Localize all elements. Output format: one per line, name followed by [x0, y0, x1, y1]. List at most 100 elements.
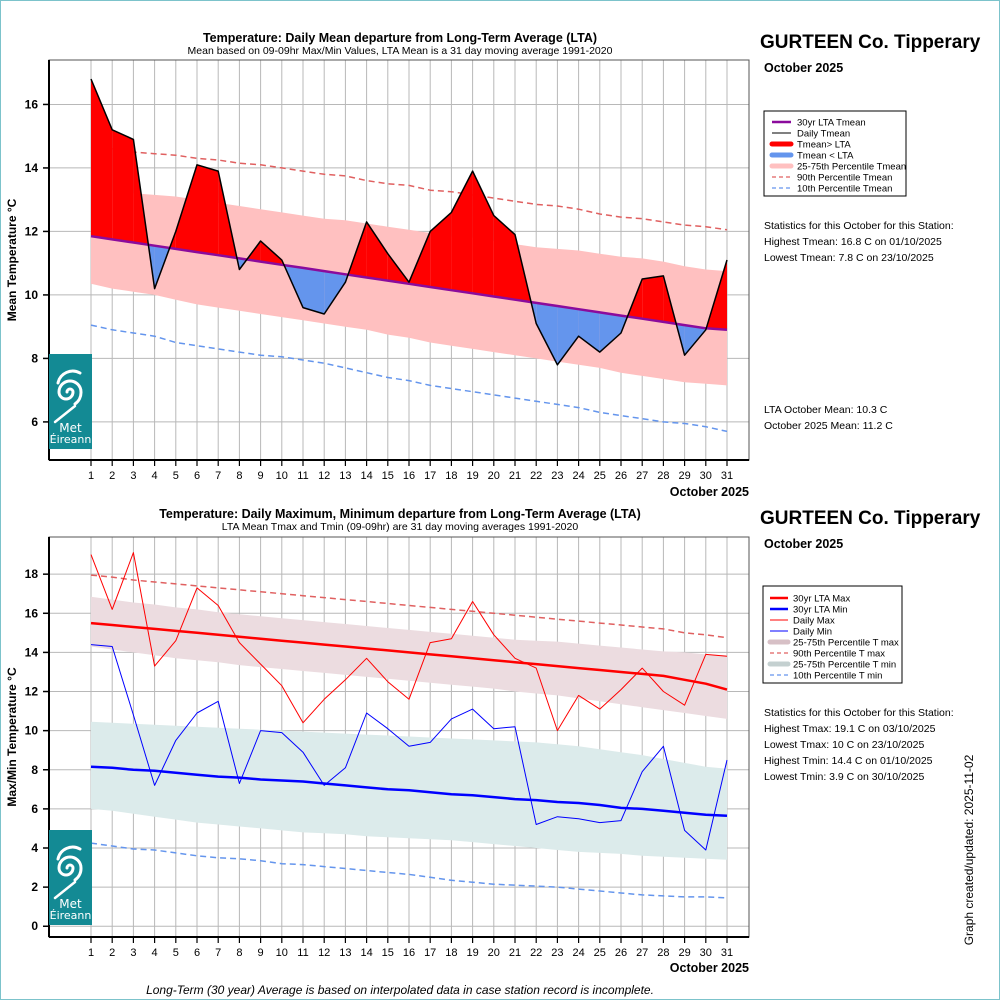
x-tick-label: 31: [721, 947, 733, 959]
x-tick-label: 16: [403, 947, 415, 959]
x-tick-label: 10: [276, 470, 288, 482]
x-tick-label: 3: [130, 470, 136, 482]
x-tick-label: 25: [594, 947, 606, 959]
x-tick-label: 18: [445, 470, 457, 482]
area-below-lta: [303, 267, 325, 314]
area-above-lta: [175, 164, 197, 253]
percentile-band-tmax: [91, 596, 727, 719]
chart2-stat-highest-tmin: Highest Tmin: 14.4 C on 01/10/2025: [764, 755, 933, 767]
legend-label: 10th Percentile Tmean: [797, 184, 892, 195]
chart1-stats-heading: Statistics for this October for this Sta…: [764, 220, 954, 232]
legend-label: Daily Min: [793, 627, 832, 638]
legend-label: 25-75th Percentile T min: [793, 660, 896, 671]
area-above-lta: [472, 171, 494, 297]
chart2-stat-lowest-tmax: Lowest Tmax: 10 C on 23/10/2025: [764, 739, 924, 751]
y-tick-label: 8: [31, 351, 38, 365]
chart2-stat-highest-tmax: Highest Tmax: 19.1 C on 03/10/2025: [764, 723, 936, 735]
legend-label: 30yr LTA Min: [793, 605, 848, 616]
graph-updated-stamp: Graph created/updated: 2025-11-02: [962, 754, 976, 945]
x-tick-label: 22: [530, 470, 542, 482]
area-above-lta: [112, 129, 134, 243]
x-tick-label: 15: [382, 947, 394, 959]
x-tick-label: 6: [194, 470, 200, 482]
lta-mean-line: [90, 234, 728, 332]
legend-label: Daily Max: [793, 616, 835, 627]
area-above-lta: [493, 215, 515, 300]
x-tick-label: 22: [530, 947, 542, 959]
legend-label: 30yr LTA Tmean: [797, 118, 866, 129]
x-tick-label: 9: [258, 947, 264, 959]
chart2-month: October 2025: [764, 537, 843, 551]
chart1-xlabel: October 2025: [670, 485, 749, 499]
x-tick-label: 16: [403, 470, 415, 482]
legend-label: 90th Percentile T max: [793, 649, 885, 660]
y-tick-label: 12: [25, 685, 39, 699]
x-tick-label: 26: [615, 947, 627, 959]
y-tick-label: 14: [25, 645, 39, 659]
area-above-lta: [197, 164, 219, 256]
x-tick-label: 12: [318, 947, 330, 959]
x-tick-label: 19: [466, 470, 478, 482]
x-tick-label: 10: [276, 947, 288, 959]
met-eireann-logo-top: Met Éireann: [49, 354, 92, 449]
logo-text-met: Met: [59, 897, 82, 911]
area-above-lta: [260, 240, 282, 265]
area-above-lta: [366, 221, 388, 281]
x-tick-label: 8: [236, 947, 242, 959]
x-tick-label: 11: [297, 947, 308, 959]
legend-box: [762, 585, 903, 684]
p10-tmin-line: [90, 842, 728, 899]
chart1-stat-lowest: Lowest Tmean: 7.8 C on 23/10/2025: [764, 252, 934, 264]
legend-label: Tmean> LTA: [797, 140, 851, 151]
x-tick-label: 7: [215, 947, 221, 959]
y-tick-label: 2: [31, 880, 38, 894]
x-tick-label: 28: [657, 470, 669, 482]
logo-text-met: Met: [59, 421, 82, 435]
x-tick-label: 20: [488, 470, 500, 482]
chart2-station-name: GURTEEN Co. Tipperary: [760, 508, 981, 529]
x-tick-label: 21: [509, 470, 521, 482]
x-tick-label: 2: [109, 947, 115, 959]
chart2-stat-lowest-tmin: Lowest Tmin: 3.9 C on 30/10/2025: [764, 771, 924, 783]
x-tick-label: 17: [424, 947, 436, 959]
logo-text-eireann: Éireann: [49, 909, 92, 922]
daily-min-line: [90, 644, 728, 851]
x-tick-label: 9: [258, 470, 264, 482]
area-below-lta: [536, 302, 558, 365]
chart2-stats-heading: Statistics for this October for this Sta…: [764, 707, 954, 719]
area-above-lta: [430, 212, 452, 291]
p10-line: [90, 324, 728, 433]
x-tick-label: 8: [236, 470, 242, 482]
x-tick-label: 25: [594, 470, 606, 482]
legend-label: Daily Tmean: [797, 129, 850, 140]
daily-mean-line: [90, 78, 728, 366]
x-tick-label: 14: [360, 470, 372, 482]
x-tick-label: 27: [636, 470, 648, 482]
x-tick-label: 2: [109, 470, 115, 482]
legend-label: 30yr LTA Max: [793, 594, 850, 605]
x-tick-label: 12: [318, 470, 330, 482]
area-below-lta: [557, 306, 579, 365]
x-tick-label: 27: [636, 947, 648, 959]
chart2-title: Temperature: Daily Maximum, Minimum depa…: [159, 507, 641, 521]
y-tick-label: 14: [25, 161, 39, 175]
x-tick-label: 23: [551, 470, 563, 482]
chart1-stat-highest: Highest Tmean: 16.8 C on 01/10/2025: [764, 236, 942, 248]
y-tick-label: 16: [25, 97, 39, 111]
y-tick-label: 6: [31, 802, 38, 816]
x-tick-label: 30: [700, 470, 712, 482]
chart2-xlabel: October 2025: [670, 961, 749, 975]
x-tick-label: 24: [572, 470, 584, 482]
y-tick-label: 10: [25, 288, 39, 302]
x-tick-label: 23: [551, 947, 563, 959]
x-tick-label: 21: [509, 947, 521, 959]
x-tick-label: 19: [466, 947, 478, 959]
area-above-lta: [642, 275, 664, 322]
y-tick-label: 8: [31, 763, 38, 777]
x-tick-label: 4: [152, 470, 158, 482]
p90-tmax-line: [90, 574, 728, 639]
x-tick-label: 11: [297, 470, 308, 482]
area-below-lta: [578, 309, 600, 353]
